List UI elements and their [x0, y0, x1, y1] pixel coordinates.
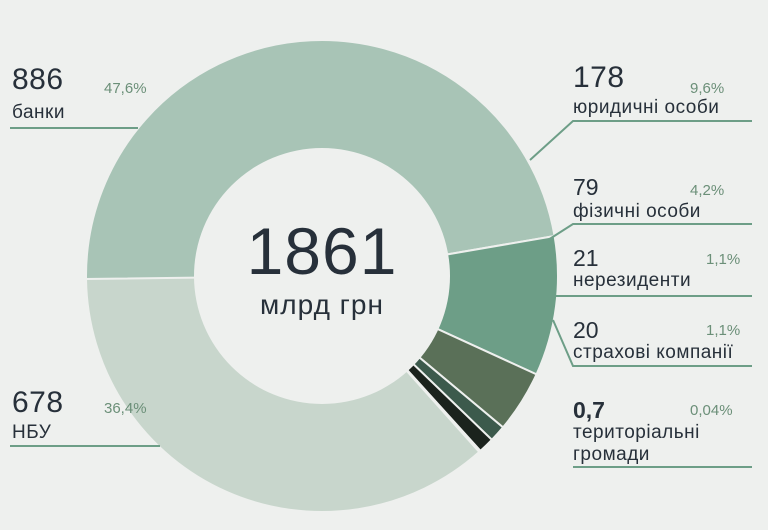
leader-lines — [10, 120, 752, 468]
label-nbu-name: НБУ — [12, 422, 52, 443]
leader-legal — [529, 120, 752, 161]
leader-phys — [547, 223, 752, 241]
label-terr-name-2: громади — [573, 444, 650, 465]
label-ins-value: 20 — [573, 317, 599, 343]
label-phys-value: 79 — [573, 174, 599, 200]
label-nonres-value: 21 — [573, 245, 599, 271]
label-nbu-percent: 36,4% — [104, 400, 147, 417]
label-terr-value: 0,7 — [573, 397, 605, 423]
label-terr-name-1: територіальні — [573, 422, 700, 443]
label-ins-percent: 1,1% — [706, 322, 741, 339]
label-ins-name: страхові компанії — [573, 342, 734, 363]
label-legal-percent: 9,6% — [690, 80, 725, 97]
label-banks-value: 886 — [12, 63, 64, 96]
total-unit: млрд грн — [260, 289, 384, 320]
donut-hole — [194, 148, 450, 404]
label-nonres-percent: 1,1% — [706, 251, 741, 268]
center-total: 1861 млрд грн — [202, 218, 442, 320]
total-value: 1861 — [246, 214, 398, 288]
label-phys-name: фізичні особи — [573, 201, 701, 222]
label-nbu-value: 678 — [12, 386, 64, 419]
label-legal-name: юридичні особи — [573, 97, 720, 118]
leader-ins — [552, 319, 752, 367]
label-legal-value: 178 — [573, 61, 625, 94]
label-nonres-name: нерезиденти — [573, 270, 692, 291]
label-banks-name: банки — [12, 102, 65, 123]
label-terr-percent: 0,04% — [690, 402, 733, 419]
label-phys-percent: 4,2% — [690, 182, 725, 199]
label-banks-percent: 47,6% — [104, 80, 147, 97]
